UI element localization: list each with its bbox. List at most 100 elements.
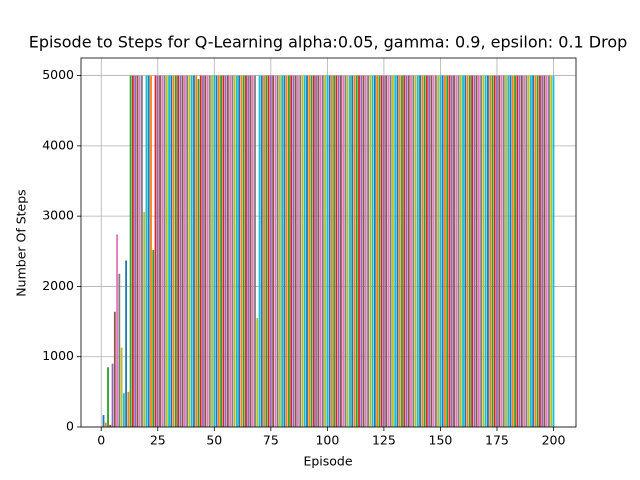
bar — [233, 75, 236, 428]
bar — [340, 75, 342, 428]
bar — [362, 75, 365, 428]
bar — [459, 75, 462, 428]
bar — [269, 75, 272, 428]
bar — [215, 75, 218, 428]
bar — [315, 75, 317, 428]
x-tick-label: 175 — [485, 433, 509, 448]
bar — [450, 75, 453, 428]
bar — [290, 75, 293, 428]
bar — [432, 75, 435, 428]
bar — [346, 75, 349, 428]
bar — [188, 75, 191, 428]
bar — [249, 75, 252, 428]
bar — [337, 75, 340, 428]
bar — [274, 75, 277, 428]
bar — [410, 75, 412, 428]
bar — [324, 75, 327, 428]
bar — [378, 75, 381, 428]
bar — [548, 75, 550, 428]
bar — [242, 75, 245, 428]
bar — [444, 75, 446, 428]
x-tick-label: 75 — [263, 433, 279, 448]
bar — [489, 75, 492, 428]
bar — [518, 75, 521, 428]
bar — [321, 75, 324, 428]
bar — [202, 75, 204, 428]
bar — [328, 75, 331, 428]
bar — [392, 75, 394, 428]
y-tick-label: 1000 — [42, 348, 74, 363]
bar — [455, 75, 458, 428]
bar — [534, 75, 537, 428]
bar — [199, 75, 202, 428]
bar — [104, 422, 107, 427]
bar — [516, 75, 519, 428]
x-tick-label: 0 — [97, 433, 105, 448]
bar — [122, 393, 125, 427]
bar — [181, 75, 184, 428]
bar — [152, 249, 155, 427]
y-axis-label: Number Of Steps — [14, 189, 29, 296]
bar — [498, 75, 501, 428]
y-tick-label: 4000 — [42, 137, 74, 152]
bar — [367, 75, 369, 428]
bar — [330, 75, 333, 428]
bar — [317, 75, 320, 428]
bar — [145, 75, 148, 428]
bar — [355, 75, 358, 428]
bar — [301, 75, 304, 428]
bar — [405, 75, 408, 428]
bar — [226, 75, 229, 428]
x-tick-label: 150 — [429, 433, 453, 448]
bar — [511, 75, 514, 428]
bar — [412, 75, 415, 428]
bar — [344, 75, 347, 428]
bar — [306, 75, 308, 428]
bar — [550, 75, 553, 428]
bar — [159, 75, 161, 428]
bar — [281, 75, 284, 428]
x-tick-label: 25 — [150, 433, 166, 448]
bar — [482, 75, 485, 428]
bar — [190, 75, 193, 428]
bar — [419, 75, 421, 428]
bar — [240, 75, 243, 428]
bar — [231, 75, 234, 428]
bar — [172, 75, 175, 428]
bar — [236, 75, 238, 428]
bar — [143, 211, 146, 427]
bar — [349, 75, 351, 428]
bar — [245, 75, 247, 428]
bar — [170, 75, 173, 428]
bar — [373, 75, 376, 428]
bar — [453, 75, 455, 428]
bar — [462, 75, 464, 428]
bar — [247, 75, 250, 428]
bar — [507, 75, 510, 428]
bar — [265, 75, 268, 428]
bar — [129, 75, 132, 428]
bar — [109, 424, 112, 427]
bar — [387, 75, 390, 428]
y-tick-label: 3000 — [42, 208, 74, 223]
x-axis-label: Episode — [303, 454, 352, 469]
bar — [520, 75, 523, 428]
bar — [514, 75, 516, 428]
bar — [448, 75, 451, 428]
bar — [441, 75, 444, 428]
bar — [407, 75, 410, 428]
plot-frame — [80, 57, 577, 428]
bar — [136, 75, 139, 428]
bar — [439, 75, 442, 428]
bar — [229, 75, 232, 428]
bar — [335, 75, 338, 428]
bar — [493, 75, 496, 428]
bar — [369, 75, 372, 428]
bar — [425, 75, 428, 428]
bar — [179, 75, 182, 428]
bar — [342, 75, 345, 428]
bar — [294, 75, 297, 428]
bar — [491, 75, 494, 428]
bar — [532, 75, 535, 428]
